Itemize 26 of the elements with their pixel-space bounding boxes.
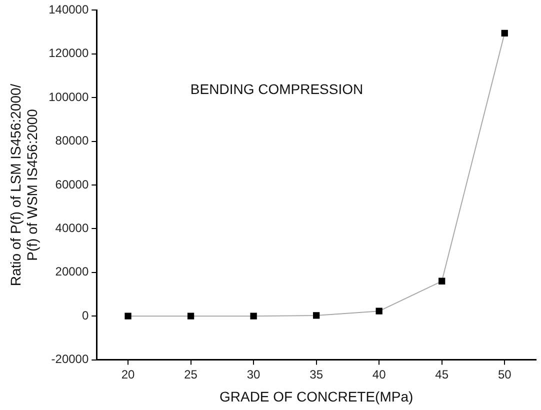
point: [187, 312, 194, 320]
point: [250, 312, 257, 320]
x-tick-label: 50: [498, 367, 512, 382]
point: [376, 308, 382, 314]
x-tick-label: 20: [121, 367, 136, 382]
x-tick-label: 40: [372, 367, 386, 382]
y-tick-label: 40000: [55, 221, 89, 236]
x-tick-label: 45: [435, 367, 449, 382]
y-tick-label: 60000: [55, 177, 89, 192]
x-axis-title: GRADE OF CONCRETE(MPa): [219, 388, 414, 404]
point: [124, 312, 132, 320]
y-tick-label: 120000: [48, 46, 89, 60]
y-tick-label: 100000: [48, 90, 89, 104]
y-tick-label: 140000: [48, 2, 89, 17]
point: [438, 278, 446, 284]
x-tick-label: 35: [310, 367, 324, 382]
x-tick-label: 25: [184, 367, 198, 382]
y-axis-title: Ratio of P(f) of LSM IS456:2000/ P(f) of WSM IS456:2000: [7, 84, 40, 286]
x-tick-label: 30: [246, 367, 261, 382]
point: [501, 30, 508, 36]
y-tick-label: -20000: [51, 352, 89, 366]
y-tick-label: 0: [82, 308, 89, 322]
y-tick-label: 20000: [55, 264, 89, 279]
y-tick-label: 80000: [55, 134, 89, 148]
annotation: BENDING COMPRESSION: [190, 81, 364, 98]
point: [312, 312, 320, 319]
